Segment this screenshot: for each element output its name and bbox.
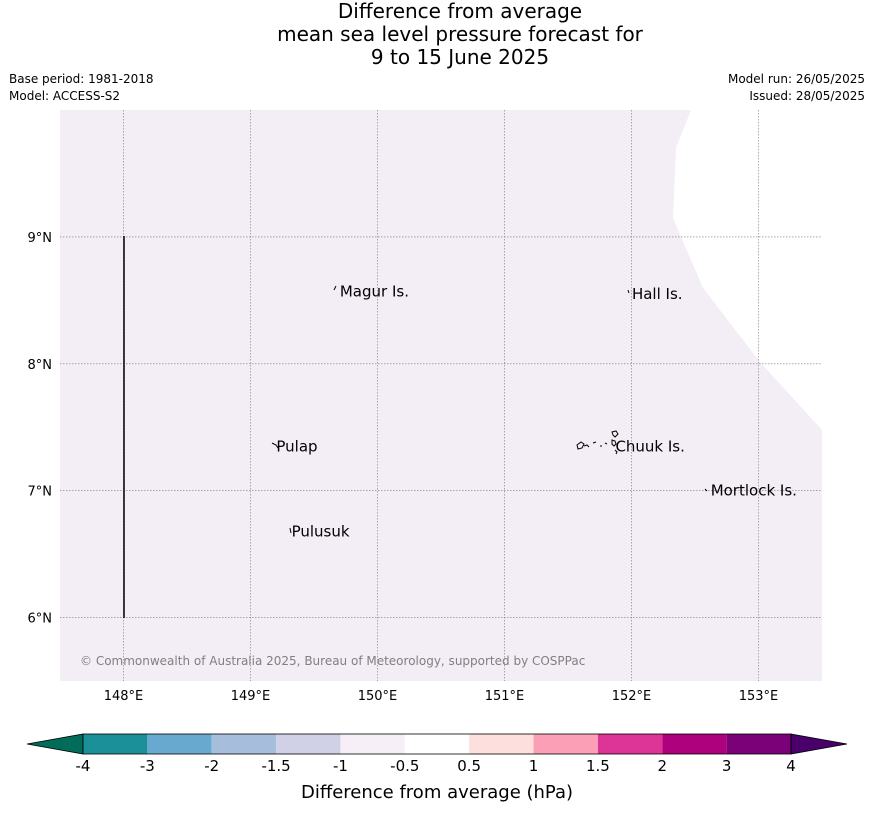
- issued-date: Issued: 28/05/2025: [749, 89, 865, 103]
- map-panel: Magur Is. Hall Is. Pulap Chuuk Is. Mortlock …: [60, 110, 822, 681]
- colorbar-tick-label: -1.5: [261, 757, 290, 775]
- model-name: Model: ACCESS-S2: [9, 89, 121, 103]
- colorbar-segment: [533, 734, 598, 754]
- colorbar-segment: [147, 734, 212, 754]
- colorbar-segment: [469, 734, 534, 754]
- place-label: Mortlock Is.: [711, 482, 797, 500]
- place-label: Hall Is.: [632, 285, 683, 303]
- latitude-tick-label: 6°N: [28, 612, 53, 627]
- colorbar-tick-label: -3: [140, 757, 155, 775]
- colorbar-title: Difference from average (hPa): [301, 782, 573, 803]
- pulusuk-island-shape: [289, 527, 292, 534]
- colorbar-tick-label: 1.5: [586, 757, 610, 775]
- colorbar-segment: [276, 734, 341, 754]
- colorbar-tick-label: 4: [786, 757, 796, 775]
- latitude-tick-label: 7°N: [28, 485, 53, 500]
- chuuk-lagoon-shape: [576, 430, 619, 455]
- longitude-tick-label: 152°E: [612, 689, 652, 704]
- colorbar-tick-label: 2: [657, 757, 667, 775]
- latitude-axis: 9°N 8°N 7°N 6°N: [28, 231, 53, 627]
- longitude-tick-label: 149°E: [231, 689, 271, 704]
- meta-left: Base period: 1981-2018 Model: ACCESS-S2: [9, 71, 154, 105]
- place-label: Pulap: [276, 437, 317, 455]
- magur-island-shape: [333, 285, 337, 291]
- colorbar-tick-label: -1: [333, 757, 348, 775]
- longitude-tick-label: 151°E: [485, 689, 525, 704]
- colorbar-segment: [662, 734, 727, 754]
- mortlock-island-shape: [704, 488, 708, 492]
- place-label: Magur Is.: [340, 282, 409, 300]
- island-outlines: [271, 285, 708, 534]
- chart-title: Difference from average mean sea level p…: [0, 0, 873, 69]
- hall-island-shape: [627, 289, 630, 294]
- place-labels: Magur Is. Hall Is. Pulap Chuuk Is. Mortlock …: [276, 282, 797, 540]
- colorbar-segment: [211, 734, 277, 754]
- longitude-tick-label: 150°E: [358, 689, 398, 704]
- colorbar-tick-label: -0.5: [390, 757, 419, 775]
- latitude-tick-label: 9°N: [28, 231, 53, 246]
- model-run: Model run: 26/05/2025: [727, 72, 865, 86]
- colorbar: -4 -3 -2 -1.5 -1 -0.5 0.5 1 1.5 2 3 4 Difference fro…: [26, 733, 848, 803]
- colorbar-over-arrow: [790, 733, 848, 755]
- colorbar-tick-label: -2: [204, 757, 219, 775]
- colorbar-segment: [83, 734, 148, 754]
- colorbar-tick-label: 0.5: [457, 757, 481, 775]
- colorbar-segment: [726, 734, 791, 754]
- colorbar-tick-label: 1: [529, 757, 539, 775]
- title-line-2: mean sea level pressure forecast for: [277, 22, 643, 46]
- colorbar-segment: [597, 734, 663, 754]
- meta-right: Model run: 26/05/2025 Issued: 28/05/2025: [728, 71, 865, 105]
- copyright-notice: © Commonwealth of Australia 2025, Bureau…: [80, 654, 585, 668]
- longitude-axis: 148°E 149°E 150°E 151°E 152°E 153°E: [104, 689, 779, 704]
- colorbar-under-arrow: [26, 733, 84, 755]
- colorbar-frame: [82, 733, 792, 755]
- longitude-tick-label: 148°E: [104, 689, 144, 704]
- title-line-1: Difference from average: [337, 0, 583, 23]
- place-label: Chuuk Is.: [615, 437, 684, 455]
- base-period: Base period: 1981-2018: [9, 72, 154, 86]
- forecast-anomaly-fill: [60, 110, 822, 681]
- place-label: Pulusuk: [292, 522, 350, 540]
- longitude-tick-label: 153°E: [739, 689, 779, 704]
- title-line-3: 9 to 15 June 2025: [370, 45, 550, 69]
- colorbar-tick-label: -4: [76, 757, 91, 775]
- latitude-tick-label: 8°N: [28, 358, 53, 373]
- colorbar-tick-label: 3: [722, 757, 732, 775]
- pulap-island-shape: [271, 442, 279, 449]
- colorbar-segment: [340, 734, 405, 754]
- colorbar-segment: [404, 734, 470, 754]
